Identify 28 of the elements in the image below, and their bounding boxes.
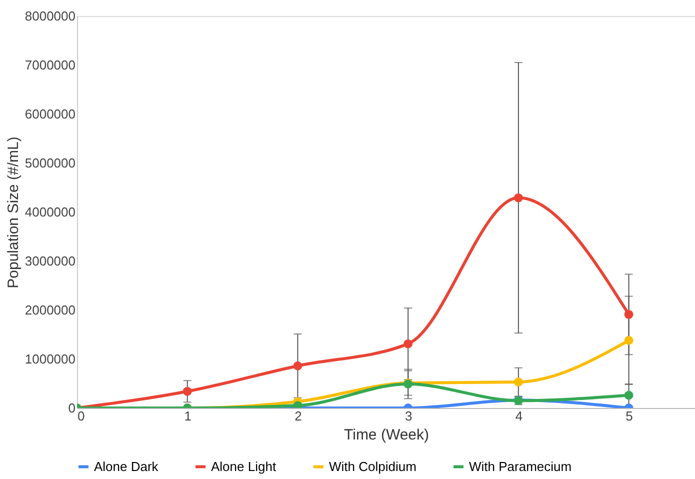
point [624, 390, 634, 400]
point [514, 378, 523, 386]
point [514, 193, 523, 202]
legend-label: Alone Dark [94, 458, 159, 474]
y-tick-label: 3000000 [24, 254, 76, 268]
x-tick-label: 3 [404, 408, 412, 424]
y-tick-label: 5000000 [24, 156, 76, 170]
y-tick-label: 7000000 [24, 58, 76, 72]
x-axis-title: Time (Week) [344, 426, 430, 444]
legend-label: With Paramecium [469, 458, 572, 474]
x-tick-label: 5 [626, 408, 633, 424]
legend-label: Alone Light [211, 458, 276, 474]
point [182, 386, 192, 396]
y-tick-label: 1000000 [24, 352, 76, 366]
x-tick-label: 4 [515, 408, 523, 424]
legend-label: With Colpidium [329, 458, 416, 474]
x-tick-label: 0 [78, 408, 85, 424]
x-tick-label: 2 [294, 408, 302, 424]
point [404, 339, 413, 348]
y-axis-title: Population Size (#/mL) [4, 136, 22, 288]
point [293, 361, 302, 370]
y-tick-label: 4000000 [24, 204, 76, 220]
y-tick-label: 2000000 [24, 302, 76, 318]
point [624, 310, 634, 319]
y-tick-label: 8000000 [24, 8, 76, 24]
y-tick-label: 6000000 [24, 106, 76, 122]
x-tick-label: 1 [184, 408, 192, 424]
point [624, 336, 634, 345]
